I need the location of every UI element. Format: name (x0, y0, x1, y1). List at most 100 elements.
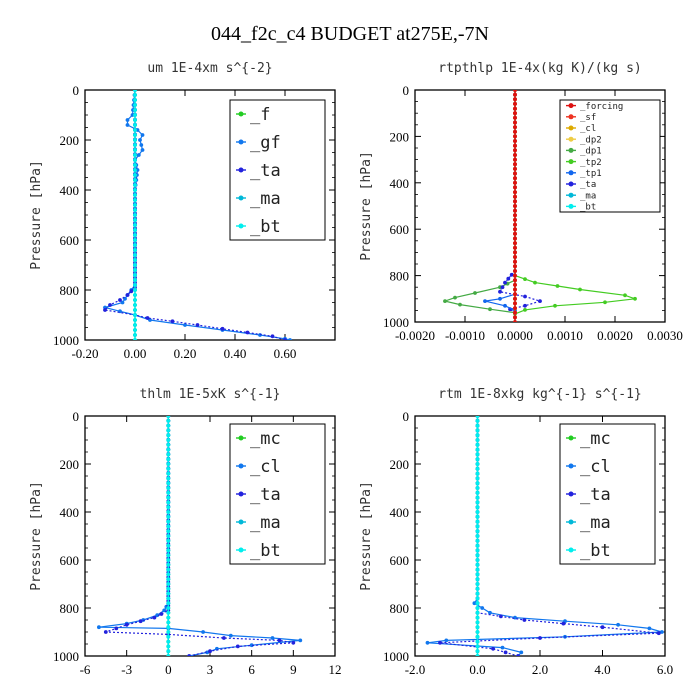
data-point (475, 457, 480, 462)
legend-swatch-marker (238, 519, 244, 525)
data-point (600, 625, 605, 630)
data-point (483, 299, 487, 303)
data-point (133, 303, 137, 307)
data-point (475, 649, 480, 654)
series-dp1 (442, 90, 517, 315)
data-point (133, 158, 137, 162)
legend-item: _cl (566, 124, 596, 134)
data-point (166, 423, 171, 428)
series-ta (498, 90, 543, 315)
legend-swatch-marker (238, 111, 244, 117)
y-tick-label: 600 (60, 233, 80, 248)
legend-swatch-marker (238, 491, 244, 497)
data-point (133, 283, 137, 287)
data-point (513, 273, 517, 278)
panel-title: um 1E-4xm s^{-2} (147, 61, 272, 76)
data-point (283, 338, 287, 340)
data-point (133, 298, 137, 302)
y-tick-label: 1000 (383, 315, 409, 330)
legend-item: _ta (566, 180, 596, 190)
series-tp1 (483, 90, 517, 313)
data-point (475, 596, 480, 601)
data-point (166, 519, 171, 524)
data-point (475, 654, 480, 656)
data-point (133, 93, 137, 97)
legend-label: _dp1 (580, 147, 602, 157)
data-point (166, 558, 171, 562)
y-tick-label: 800 (60, 601, 80, 616)
x-tick-label: 0.40 (224, 346, 247, 361)
data-point (513, 92, 517, 97)
y-tick-label: 0 (73, 409, 80, 424)
data-point (473, 291, 477, 295)
data-point (513, 218, 517, 222)
y-tick-label: 0 (403, 83, 410, 98)
data-point (475, 606, 480, 610)
legend-label: _forcing (580, 102, 623, 112)
y-tick-label: 200 (60, 457, 80, 472)
legend-label: _dp2 (580, 135, 602, 145)
data-point (475, 471, 480, 476)
data-point (136, 153, 141, 157)
data-point (133, 268, 137, 272)
data-point (166, 490, 171, 495)
data-point (166, 534, 171, 538)
data-point (166, 582, 171, 586)
data-point (513, 255, 517, 259)
data-point (166, 639, 171, 644)
data-point (513, 162, 517, 167)
data-point (523, 294, 527, 299)
data-point (120, 300, 125, 305)
data-point (513, 185, 517, 190)
data-point (475, 582, 480, 586)
data-point (133, 228, 137, 232)
x-tick-label: 0.0030 (647, 328, 683, 343)
legend-swatch-marker (568, 203, 574, 209)
legend-swatch-marker (568, 463, 574, 469)
series-forcing (513, 90, 517, 322)
data-point (220, 326, 225, 331)
legend-item: _cl (566, 457, 611, 477)
data-point (133, 308, 137, 312)
data-point (187, 654, 192, 656)
data-point (155, 613, 160, 618)
data-point (166, 452, 171, 457)
data-point (133, 203, 137, 207)
data-point (133, 183, 137, 187)
data-point (538, 636, 542, 640)
legend-swatch-marker (568, 147, 574, 153)
data-point (475, 591, 480, 596)
legend-label: _f (250, 105, 270, 125)
data-point (133, 103, 137, 107)
legend-label: _ma (250, 189, 281, 209)
data-point (475, 601, 480, 606)
legend-swatch-marker (238, 223, 244, 229)
legend-item: _mc (566, 429, 611, 449)
legend-label: _bt (250, 541, 281, 561)
data-point (133, 263, 137, 267)
data-point (553, 303, 557, 308)
legend-label: _mc (250, 429, 281, 449)
data-point (138, 138, 142, 142)
legend-item: _bt (236, 541, 281, 561)
data-point (475, 416, 480, 418)
legend-swatch-marker (238, 547, 244, 553)
data-point (133, 173, 137, 177)
legend-item: _cl (236, 457, 281, 477)
y-tick-label: 400 (60, 183, 80, 198)
data-point (133, 333, 137, 337)
legend-item: _tp2 (566, 158, 602, 168)
data-point (513, 250, 517, 255)
legend-label: _cl (580, 124, 596, 134)
data-point (503, 280, 507, 285)
data-point (166, 500, 171, 505)
y-tick-label: 400 (390, 176, 410, 191)
data-point (166, 471, 171, 476)
series-bt (475, 416, 480, 656)
x-tick-label: 0.0010 (547, 328, 583, 343)
legend-item: _bt (566, 541, 611, 561)
legend-item: _ma (236, 189, 281, 209)
data-point (513, 176, 517, 181)
data-point (133, 243, 137, 247)
data-point (513, 259, 517, 264)
